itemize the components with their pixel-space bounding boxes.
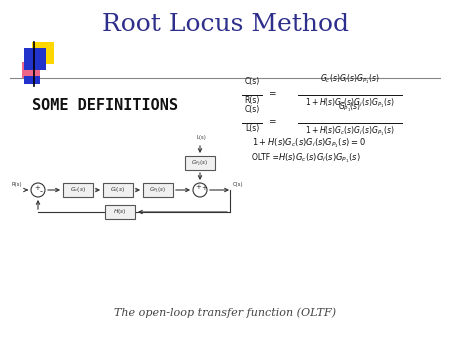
Text: $1 + H(s)G_c(s)G_i(s)G_{P_1}(s) = 0$: $1 + H(s)G_c(s)G_i(s)G_{P_1}(s) = 0$	[252, 136, 366, 150]
Text: $1 + H(s)G_c(s)G_i(s)G_{P_1}(s)$: $1 + H(s)G_c(s)G_i(s)G_{P_1}(s)$	[305, 96, 395, 110]
Bar	[24, 48, 46, 70]
Bar	[32, 42, 54, 64]
Text: $G_{P_1}(s)$: $G_{P_1}(s)$	[149, 185, 166, 195]
Text: -: -	[40, 188, 42, 196]
Text: C(s): C(s)	[233, 182, 243, 187]
Text: R(s): R(s)	[12, 182, 22, 187]
Text: $H(s)G_c(s)G_i(s)G_{P_1}(s)$: $H(s)G_c(s)G_i(s)G_{P_1}(s)$	[278, 151, 360, 165]
Text: =: =	[268, 118, 275, 126]
Text: $G_c(s)$: $G_c(s)$	[70, 186, 86, 194]
Text: $G_{P_1}(s)$: $G_{P_1}(s)$	[338, 100, 362, 114]
Text: R(s): R(s)	[244, 96, 260, 105]
Text: Root Locus Method: Root Locus Method	[102, 13, 348, 36]
Text: $G_{P_2}(s)$: $G_{P_2}(s)$	[191, 158, 209, 168]
Text: $G_i(s)$: $G_i(s)$	[111, 186, 126, 194]
Bar	[63, 183, 93, 197]
Text: C(s): C(s)	[244, 105, 260, 114]
Text: $1 + H(s)G_c(s)G_i(s)G_{P_1}(s)$: $1 + H(s)G_c(s)G_i(s)G_{P_1}(s)$	[305, 124, 395, 138]
Text: SOME DEFINITIONS: SOME DEFINITIONS	[32, 98, 178, 114]
Text: +: +	[195, 184, 201, 190]
Text: OLTF =: OLTF =	[252, 153, 281, 163]
Text: =: =	[268, 90, 275, 98]
Text: L(s): L(s)	[245, 124, 259, 133]
Bar	[24, 76, 40, 84]
Text: L(s): L(s)	[196, 135, 206, 140]
Text: $G_c(s)G_i(s)G_{P_1}(s)$: $G_c(s)G_i(s)G_{P_1}(s)$	[320, 72, 380, 86]
Text: +: +	[201, 185, 207, 191]
Bar	[103, 183, 133, 197]
Text: C(s): C(s)	[244, 77, 260, 86]
Bar	[185, 156, 215, 170]
Bar	[22, 62, 40, 78]
Bar	[105, 205, 135, 219]
Text: $H(s)$: $H(s)$	[113, 208, 127, 217]
Text: The open-loop transfer function (OLTF): The open-loop transfer function (OLTF)	[114, 308, 336, 318]
Bar	[143, 183, 173, 197]
Text: +: +	[34, 185, 40, 191]
